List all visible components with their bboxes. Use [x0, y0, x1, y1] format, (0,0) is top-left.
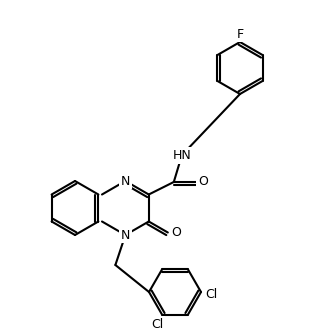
Text: N: N	[121, 228, 130, 242]
Text: HN: HN	[172, 149, 191, 162]
Text: Cl: Cl	[205, 287, 217, 300]
Text: O: O	[171, 226, 181, 239]
Text: F: F	[237, 27, 244, 41]
Text: Cl: Cl	[151, 318, 163, 331]
Text: N: N	[121, 175, 130, 188]
Text: O: O	[198, 176, 208, 189]
